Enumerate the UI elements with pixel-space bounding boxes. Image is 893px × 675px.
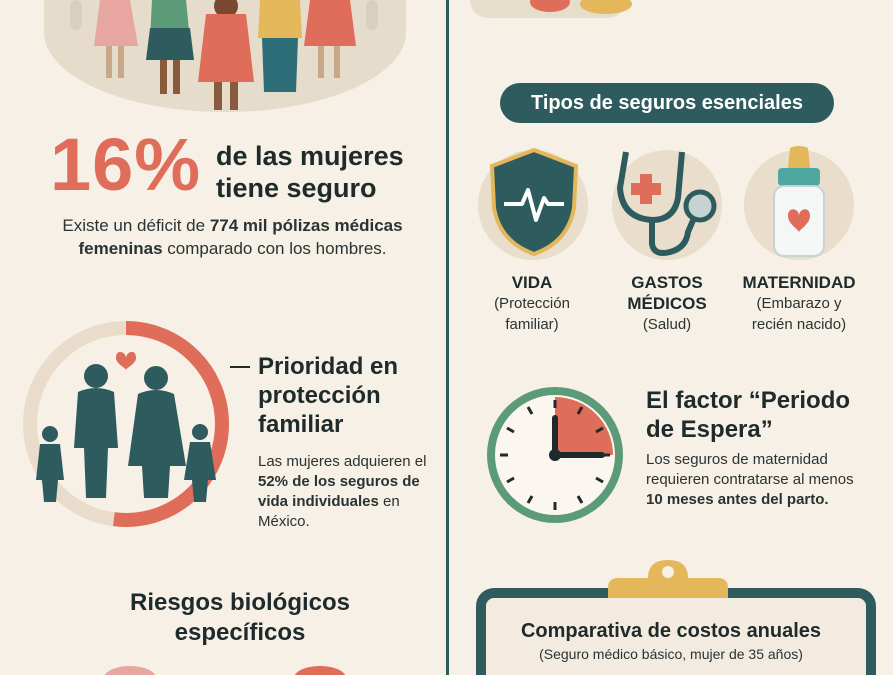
women-insured-label-line1: de las mujeres	[216, 141, 404, 171]
insurance-type-medical: GASTOS MÉDICOS (Salud)	[612, 272, 722, 335]
women-group-illustration	[70, 0, 378, 110]
insurance-types-title: Tipos de seguros esenciales	[500, 83, 834, 123]
insurance-type-maternity-title: MATERNIDAD	[742, 273, 856, 292]
insurance-type-life-title: VIDA	[511, 273, 553, 292]
priority-text: Las mujeres adquieren el 52% de los segu…	[258, 452, 438, 532]
women-insured-percentage: 16%	[50, 123, 202, 206]
waiting-period-text-bold: 10 meses antes del parto.	[646, 491, 829, 508]
policy-deficit-text: Existe un déficit de 774 mil pólizas méd…	[60, 214, 405, 260]
column-divider	[446, 0, 449, 675]
biological-risks-title: Riesgos biológicos específicos	[60, 588, 420, 648]
waiting-period-text-pre: Los seguros de maternidad requieren cont…	[646, 451, 854, 488]
deficit-text-post: comparado con los hombres.	[167, 239, 387, 258]
cost-comparison-title: Comparativa de costos anuales	[520, 620, 822, 642]
priority-text-post: en México.	[258, 493, 400, 530]
life-insurance-share-ring	[23, 321, 229, 527]
waiting-period-title: El factor “Periodo de Espera”	[646, 387, 851, 443]
risks-icons-partial	[104, 666, 346, 675]
priority-title: Prioridad en protección familiar	[258, 353, 399, 438]
baby-bottle-icon	[773, 146, 825, 257]
biological-risks-title-text: Riesgos biológicos específicos	[129, 589, 351, 646]
priority-text-pre: Las mujeres adquieren el	[258, 453, 427, 470]
insurance-type-maternity-desc: (Embarazo y recién nacido)	[751, 295, 847, 333]
waiting-period-text: Los seguros de maternidad requieren cont…	[646, 450, 856, 510]
stethoscope-icon	[616, 151, 717, 256]
insurance-type-medical-desc: (Salud)	[642, 316, 692, 333]
shield-heartbeat-icon	[489, 147, 579, 257]
coins-icon	[530, 0, 632, 14]
priority-text-bold: 52% de los seguros de vida individuales	[258, 473, 420, 510]
women-insured-label-line2: tiene seguro	[216, 173, 377, 203]
deficit-text-bold: 774 mil pólizas médicas femeninas	[78, 216, 403, 258]
insurance-type-maternity: MATERNIDAD (Embarazo y recién nacido)	[736, 272, 862, 335]
waiting-period-clock-icon	[487, 387, 623, 523]
insurance-type-medical-title: GASTOS MÉDICOS	[627, 273, 707, 313]
clipboard-clip-icon	[608, 560, 728, 598]
insurance-type-life: VIDA (Protección familiar)	[476, 272, 588, 335]
cost-comparison-subtitle: (Seguro médico básico, mujer de 35 años)	[539, 646, 803, 662]
priority-connector-line	[230, 366, 250, 368]
women-insured-label: de las mujeres tiene seguro	[216, 140, 404, 204]
heart-icon	[116, 351, 136, 370]
insurance-type-life-desc: (Protección familiar)	[494, 295, 570, 333]
deficit-text-pre: Existe un déficit de	[62, 216, 206, 235]
